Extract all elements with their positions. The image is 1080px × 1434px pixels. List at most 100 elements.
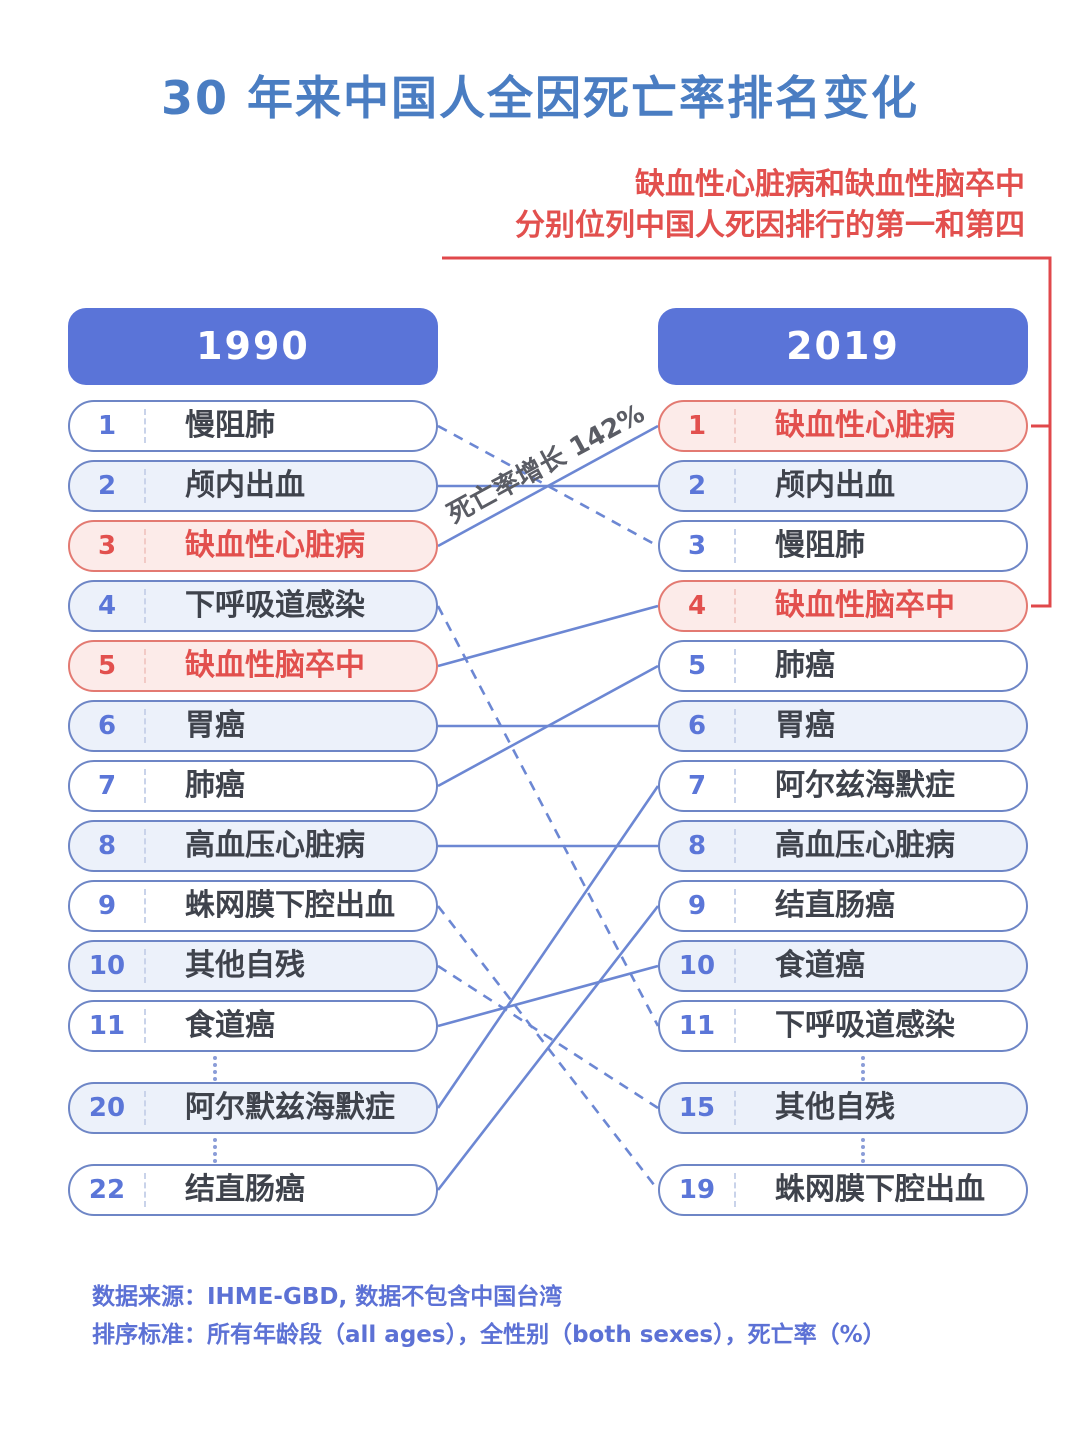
rank-number: 5 [687,651,707,681]
rank-row-1990-4: 4 下呼吸道感染 [68,580,438,632]
rank-number: 11 [678,1011,716,1041]
rank-separator [734,829,736,863]
rank-number: 6 [687,711,707,741]
rank-row-2019-3: 3 慢阻肺 [658,520,1028,572]
rank-number: 8 [97,831,117,861]
ellipsis-dot [861,1152,865,1156]
rank-number: 20 [88,1093,126,1123]
page-title: 30 年来中国人全因死亡率排名变化 [160,71,920,125]
connector-line-4-to-11 [436,605,660,1027]
rank-number: 10 [88,951,126,981]
rank-separator [734,949,736,983]
rank-separator [144,649,146,683]
annotation-bracket [442,256,1052,608]
cause-label: 结直肠癌 [185,1172,305,1207]
ellipsis-dot [861,1138,865,1142]
rank-separator [734,529,736,563]
cause-label: 食道癌 [185,1008,275,1043]
rank-row-1990-20: 20 阿尔默兹海默症 [68,1082,438,1134]
ellipsis-dots [213,1138,217,1163]
rank-separator [734,589,736,623]
ellipsis-dots [861,1138,865,1163]
rank-row-1990-11: 11 食道癌 [68,1000,438,1052]
rank-number: 6 [97,711,117,741]
rank-row-1990-8: 8 高血压心脏病 [68,820,438,872]
rank-row-2019-11: 11 下呼吸道感染 [658,1000,1028,1052]
connector-line-11-to-10 [437,964,659,1028]
column-header-1990: 1990 [68,308,438,385]
rank-number: 7 [97,771,117,801]
connector-line-20-to-7 [436,785,660,1109]
cause-label: 阿尔默兹海默症 [185,1090,395,1125]
rank-separator [144,769,146,803]
rank-separator [144,529,146,563]
annotation-line-2: 分别位列中国人死因排行的第一和第四 [515,208,1025,243]
connector-line-3-to-1 [437,424,659,548]
rank-separator [144,829,146,863]
rank-separator [734,769,736,803]
rank-number: 1 [687,411,707,441]
ellipsis-dot [213,1070,217,1074]
ellipsis-dot [213,1152,217,1156]
rank-number: 10 [678,951,716,981]
connector-line-10-to-15 [437,964,659,1110]
cause-label: 缺血性脑卒中 [775,588,955,623]
rank-separator [734,1091,736,1125]
cause-label: 食道癌 [775,948,865,983]
rank-row-2019-10: 10 食道癌 [658,940,1028,992]
rank-number: 8 [687,831,707,861]
rank-number: 3 [687,531,707,561]
rank-row-2019-8: 8 高血压心脏病 [658,820,1028,872]
rank-separator [144,1009,146,1043]
rank-row-2019-7: 7 阿尔兹海默症 [658,760,1028,812]
annotation-text: 缺血性心脏病和缺血性脑卒中 分别位列中国人死因排行的第一和第四 [515,164,1025,246]
column-header-2019: 2019 [658,308,1028,385]
connector-line-9-to-19 [436,905,660,1191]
rank-number: 11 [88,1011,126,1041]
cause-label: 蛛网膜下腔出血 [775,1172,985,1207]
ellipsis-dot [213,1056,217,1060]
rank-separator [144,589,146,623]
rank-number: 15 [678,1093,716,1123]
footer-notes: 数据来源：IHME-GBD, 数据不包含中国台湾 排序标准：所有年龄段（all … [92,1278,886,1354]
rank-separator [734,649,736,683]
ellipsis-dot [213,1145,217,1149]
rank-number: 9 [687,891,707,921]
rank-separator [144,889,146,923]
cause-label: 阿尔兹海默症 [775,768,955,803]
rank-row-1990-10: 10 其他自残 [68,940,438,992]
ellipsis-dot [213,1063,217,1067]
rank-row-1990-22: 22 结直肠癌 [68,1164,438,1216]
cause-label: 缺血性心脏病 [775,408,955,443]
rank-separator [734,1009,736,1043]
rank-separator [144,709,146,743]
rank-separator [144,1091,146,1125]
cause-label: 其他自残 [185,948,305,983]
rank-separator [144,1173,146,1207]
rank-row-1990-7: 7 肺癌 [68,760,438,812]
rank-separator [734,469,736,503]
rank-row-1990-1: 1 慢阻肺 [68,400,438,452]
rank-row-1990-5: 5 缺血性脑卒中 [68,640,438,692]
rank-row-1990-2: 2 颅内出血 [68,460,438,512]
cause-label: 缺血性脑卒中 [185,648,365,683]
cause-label: 慢阻肺 [775,528,865,563]
connector-line-5-to-4 [437,604,659,668]
rank-number: 22 [88,1175,126,1205]
rank-number: 3 [97,531,117,561]
rank-number: 19 [678,1175,716,1205]
cause-label: 下呼吸道感染 [185,588,365,623]
cause-label: 颅内出血 [185,468,305,503]
rank-separator [144,409,146,443]
ellipsis-dot [213,1159,217,1163]
cause-label: 肺癌 [775,648,835,683]
rank-separator [734,1173,736,1207]
ellipsis-dot [861,1145,865,1149]
cause-label: 结直肠癌 [775,888,895,923]
connector-line-7-to-5 [437,664,659,788]
rank-row-2019-9: 9 结直肠癌 [658,880,1028,932]
cause-label: 其他自残 [775,1090,895,1125]
rank-row-1990-6: 6 胃癌 [68,700,438,752]
rank-number: 9 [97,891,117,921]
